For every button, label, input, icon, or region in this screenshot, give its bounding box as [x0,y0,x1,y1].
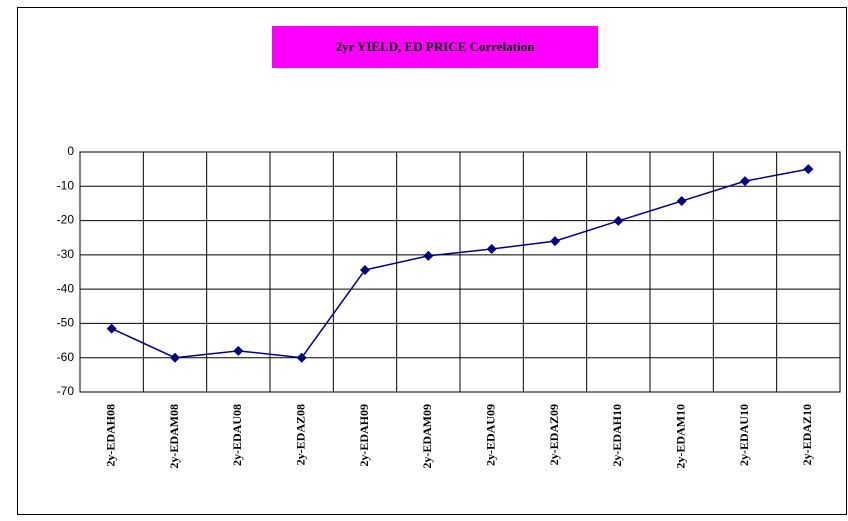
x-tick-label: 2y-EDAM08 [167,404,181,469]
series-line [111,168,809,359]
y-tick-label: -70 [57,384,75,398]
chart-frame [17,7,847,515]
data-point [550,236,560,247]
chart-title: 2yr YIELD, ED PRICE Correlation [336,39,536,54]
x-tick-label: 2y-EDAU08 [230,404,244,466]
y-tick-label: -40 [57,281,75,295]
x-tick-label: 2y-EDAZ08 [293,404,307,465]
data-point [360,264,370,275]
y-tick-label: -50 [57,316,75,330]
x-tick-label: 2y-EDAU09 [483,404,497,466]
data-point [676,196,687,207]
y-tick-label: 0 [67,144,74,158]
data-point [423,250,434,261]
x-tick-label: 2y-EDAH09 [357,404,371,467]
x-tick-label: 2y-EDAM09 [420,404,434,469]
x-tick-label: 2y-EDAH10 [610,404,624,467]
title-box [272,26,598,68]
data-point [486,244,497,255]
plot-area [79,151,841,393]
x-tick-label: 2y-EDAZ09 [547,404,561,465]
data-point [233,345,244,356]
data-point [296,352,307,363]
y-tick-label: -10 [57,178,75,192]
x-tick-label: 2y-EDAU10 [737,404,751,466]
x-tick-label: 2y-EDAM10 [673,404,687,469]
x-tick-label: 2y-EDAZ10 [800,404,814,465]
y-tick-label: -60 [57,350,75,364]
data-point [613,215,624,226]
data-point [170,352,180,363]
data-point [803,164,814,175]
y-tick-label: -30 [57,247,75,261]
x-tick-label: 2y-EDAH08 [103,404,117,467]
data-point [106,323,117,334]
data-point [740,176,750,187]
y-tick-label: -20 [57,213,75,227]
